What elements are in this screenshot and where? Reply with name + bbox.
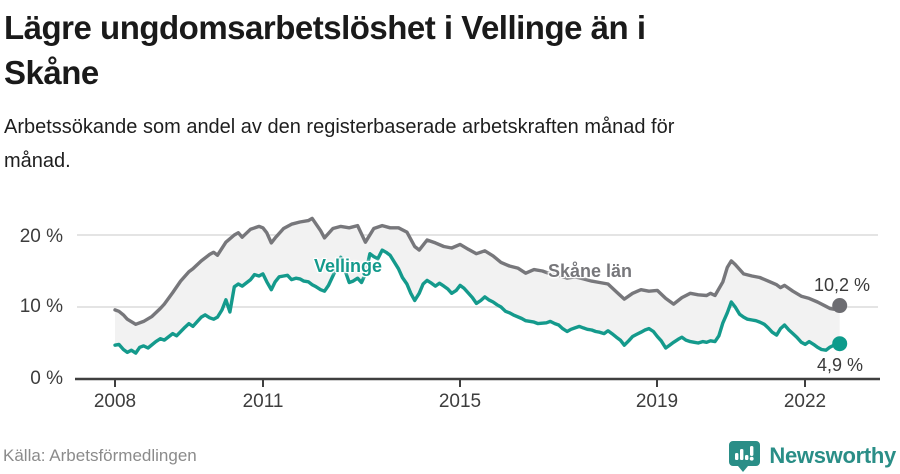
newsworthy-logo: Newsworthy xyxy=(728,440,896,472)
logo-bar-chart xyxy=(735,446,755,461)
skane-series-label: Skåne län xyxy=(548,261,633,281)
x-axis-label-2011: 2011 xyxy=(242,391,284,412)
subtitle-line-1: Arbetssökande som andel av den registerb… xyxy=(4,116,675,138)
subtitle-line-2: månad. xyxy=(4,150,71,172)
chart-subtitle: Arbetssökande som andel av den registerb… xyxy=(4,110,884,178)
source-attribution: Källa: Arbetsförmedlingen xyxy=(3,446,197,465)
vellinge-line-series xyxy=(113,248,842,355)
x-axis-label-2022: 2022 xyxy=(783,391,827,412)
skane-line-series xyxy=(113,216,842,326)
title-line-2: Skåne xyxy=(4,54,99,91)
vellinge-end-value-label: 4,9 % xyxy=(817,355,864,375)
skane-end-dot xyxy=(832,298,848,314)
y-axis-label-10: 10 % xyxy=(19,296,63,317)
title-line-1: Lägre ungdomsarbetslöshet i Vellinge än … xyxy=(4,9,646,46)
y-axis-label-0: 0 % xyxy=(30,368,63,389)
x-axis-label-2008: 2008 xyxy=(93,391,137,412)
band-fill-between-series xyxy=(115,218,840,354)
x-axis-ticks xyxy=(114,379,806,387)
page-title: Lägre ungdomsarbetslöshet i Vellinge än … xyxy=(4,5,884,95)
x-axis-label-2019: 2019 xyxy=(635,391,679,412)
newsworthy-logo-icon xyxy=(729,441,761,472)
x-axis-label-2015: 2015 xyxy=(438,391,482,412)
newsworthy-logo-text: Newsworthy xyxy=(769,443,896,468)
vellinge-series-label: Vellinge xyxy=(314,256,383,276)
skane-end-value-label: 10,2 % xyxy=(814,275,871,295)
y-axis-label-20: 20 % xyxy=(19,226,63,247)
vellinge-end-dot xyxy=(832,336,848,352)
